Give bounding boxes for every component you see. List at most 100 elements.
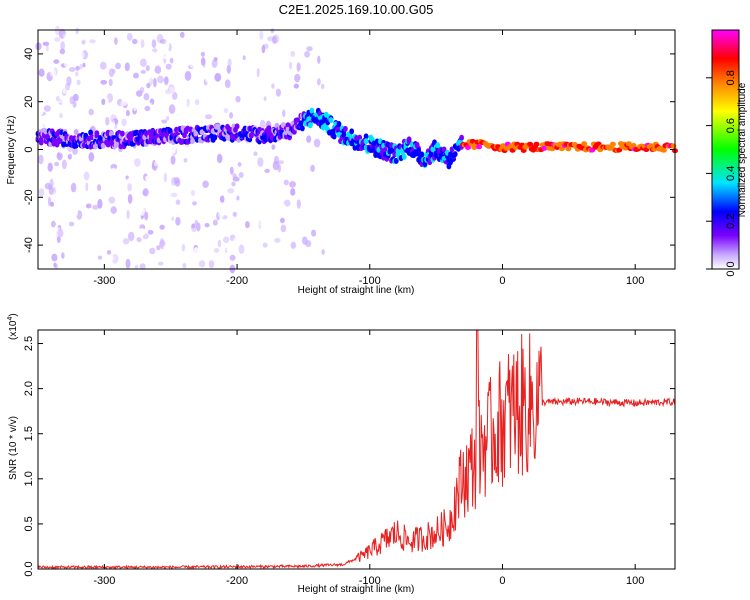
noise-cell <box>175 43 182 50</box>
signal-cell <box>309 107 315 114</box>
noise-cell <box>45 174 49 181</box>
noise-cell <box>198 107 202 113</box>
noise-cell <box>53 262 57 268</box>
noise-cell <box>205 75 209 83</box>
noise-cell <box>280 217 285 224</box>
noise-cell <box>232 173 237 179</box>
noise-cell <box>85 182 89 192</box>
noise-cell <box>173 177 180 184</box>
signal-cell <box>190 138 195 145</box>
noise-cell <box>157 75 164 84</box>
noise-cell <box>282 256 286 265</box>
noise-cell <box>306 135 312 143</box>
noise-cell <box>271 144 276 150</box>
noise-cell <box>194 99 200 106</box>
noise-cell <box>159 39 167 44</box>
noise-cell <box>125 175 129 180</box>
noise-cell <box>109 33 114 43</box>
noise-cell <box>97 255 103 260</box>
noise-cell <box>137 254 144 261</box>
noise-cell <box>111 253 119 264</box>
noise-cell <box>271 69 279 74</box>
noise-cell <box>126 177 132 185</box>
noise-cell <box>126 32 133 41</box>
noise-cell <box>94 106 99 113</box>
noise-cell <box>108 78 113 87</box>
noise-cell <box>100 105 104 115</box>
noise-cell <box>266 254 273 265</box>
noise-cell <box>131 59 138 66</box>
noise-cell <box>44 115 48 121</box>
noise-cell <box>283 199 291 207</box>
signal-cell <box>120 130 125 137</box>
snr-x-axis-label: Height of straight line (km) <box>298 584 415 595</box>
noise-cell <box>290 188 296 196</box>
noise-cell <box>41 144 45 154</box>
noise-cell <box>210 85 218 90</box>
noise-cell <box>83 171 90 181</box>
noise-cell <box>57 98 65 104</box>
noise-cell <box>38 188 45 197</box>
noise-cell <box>138 176 142 185</box>
noise-cell <box>149 50 155 59</box>
noise-cell <box>158 261 164 266</box>
x-tick-label: -200 <box>226 275 248 287</box>
noise-cell <box>147 169 151 180</box>
noise-cell <box>298 79 303 85</box>
noise-cell <box>87 164 92 174</box>
noise-cell <box>259 218 265 228</box>
noise-cell <box>262 43 269 50</box>
noise-cell <box>88 208 95 218</box>
noise-cell <box>56 246 61 252</box>
noise-cell <box>128 231 135 242</box>
noise-cell <box>244 255 249 261</box>
signal-cell <box>38 136 44 143</box>
noise-cell <box>138 228 146 236</box>
noise-cell <box>189 101 194 107</box>
noise-cell <box>213 248 220 253</box>
noise-cell <box>161 69 166 77</box>
noise-cell <box>189 62 195 68</box>
noise-cell <box>250 181 255 191</box>
noise-cell <box>278 160 285 165</box>
noise-cell <box>154 161 157 167</box>
noise-cell <box>75 71 79 77</box>
noise-cell <box>133 72 139 79</box>
noise-cell <box>140 58 147 67</box>
colorbar-gradient <box>712 30 739 269</box>
noise-cell <box>236 195 240 201</box>
noise-cell <box>295 160 303 169</box>
noise-cell <box>288 143 293 147</box>
noise-cell <box>231 181 236 187</box>
noise-cell <box>62 33 68 39</box>
x-tick-label: -200 <box>226 575 248 587</box>
noise-cell <box>304 51 311 58</box>
noise-cell <box>92 204 99 210</box>
noise-cell <box>38 68 45 77</box>
signal-cell <box>401 153 407 160</box>
noise-cell <box>73 120 78 126</box>
noise-cell <box>180 31 185 38</box>
spectrogram-x-ticks: -300 -200 -100 0 100 <box>93 30 644 287</box>
signal-cell <box>88 129 93 136</box>
noise-cell <box>59 48 66 55</box>
noise-cell <box>320 83 325 90</box>
noise-cell <box>206 94 210 104</box>
noise-cell <box>154 65 162 74</box>
noise-cell <box>253 116 261 121</box>
noise-cell <box>62 87 67 95</box>
noise-cell <box>100 213 105 221</box>
noise-cell <box>60 41 65 51</box>
noise-cell <box>237 88 244 93</box>
noise-cell <box>44 94 51 103</box>
noise-cell <box>72 147 78 155</box>
noise-cell <box>227 224 235 229</box>
noise-cell <box>232 237 239 246</box>
noise-cell <box>147 229 154 235</box>
signal-cell <box>363 138 369 145</box>
noise-cell <box>194 219 198 226</box>
noise-cell <box>202 58 206 68</box>
noise-cell <box>304 70 309 75</box>
noise-cell <box>182 263 187 269</box>
noise-cell <box>270 28 275 33</box>
